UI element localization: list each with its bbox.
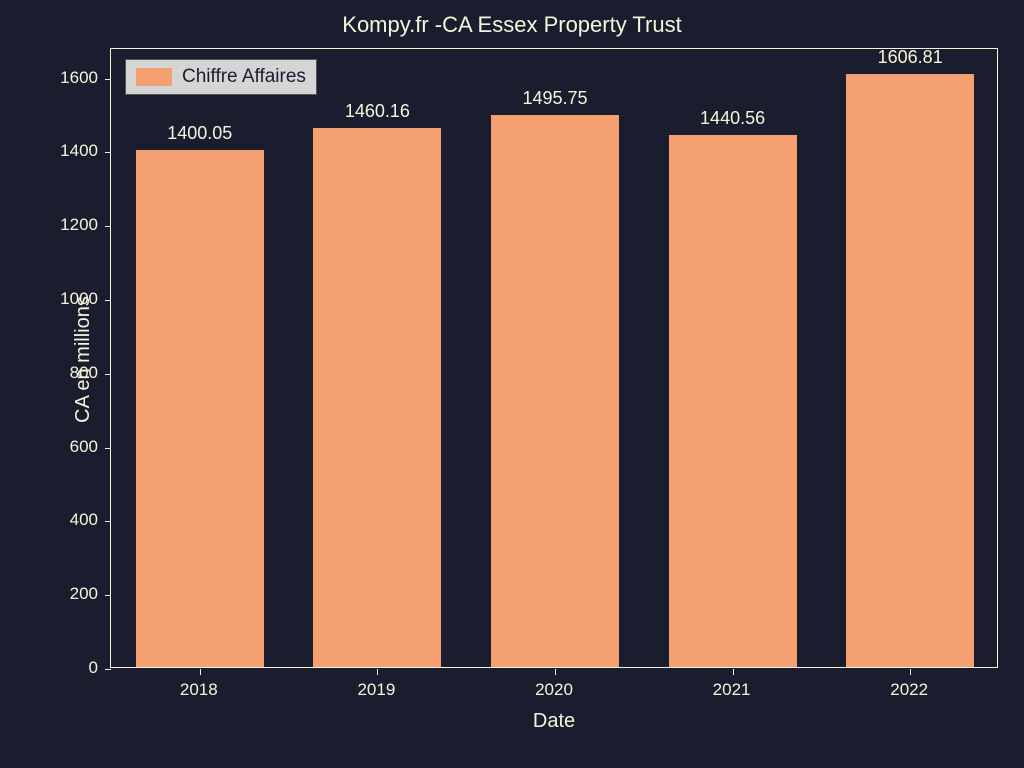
bar-value-label: 1440.56 [673, 108, 793, 129]
y-tick-label: 400 [70, 510, 98, 530]
x-tick-label: 2022 [869, 680, 949, 700]
bar [846, 74, 974, 667]
y-tick-label: 800 [70, 363, 98, 383]
bar [669, 135, 797, 667]
y-tick-label: 600 [70, 437, 98, 457]
x-tick-mark [733, 669, 734, 675]
y-tick-mark [105, 374, 111, 375]
y-tick-label: 1400 [60, 141, 98, 161]
y-tick-mark [105, 226, 111, 227]
y-tick-mark [105, 669, 111, 670]
x-tick-mark [377, 669, 378, 675]
y-tick-mark [105, 595, 111, 596]
y-tick-mark [105, 300, 111, 301]
y-tick-label: 200 [70, 584, 98, 604]
x-tick-mark [910, 669, 911, 675]
chart-container: Kompy.fr -CA Essex Property Trust Chiffr… [0, 0, 1024, 768]
x-tick-label: 2018 [159, 680, 239, 700]
plot-area: Chiffre Affaires 1400.05 1460.16 1495.75 14… [110, 48, 998, 668]
y-tick-mark [105, 448, 111, 449]
y-tick-label: 1000 [60, 289, 98, 309]
legend-swatch [136, 68, 172, 86]
y-tick-label: 1600 [60, 68, 98, 88]
bar [491, 115, 619, 667]
y-tick-mark [105, 79, 111, 80]
bar-value-label: 1460.16 [317, 101, 437, 122]
legend-label: Chiffre Affaires [182, 66, 306, 88]
y-tick-label: 1200 [60, 215, 98, 235]
x-tick-label: 2019 [336, 680, 416, 700]
bar-value-label: 1606.81 [850, 47, 970, 68]
x-tick-mark [200, 669, 201, 675]
chart-title: Kompy.fr -CA Essex Property Trust [0, 12, 1024, 38]
bar-value-label: 1400.05 [140, 123, 260, 144]
bar [313, 128, 441, 667]
legend: Chiffre Affaires [125, 59, 317, 95]
bar [136, 150, 264, 667]
x-tick-mark [555, 669, 556, 675]
y-tick-label: 0 [89, 658, 98, 678]
y-tick-mark [105, 152, 111, 153]
y-tick-mark [105, 521, 111, 522]
y-axis-label: CA en millions [72, 296, 95, 423]
x-tick-label: 2020 [514, 680, 594, 700]
bar-value-label: 1495.75 [495, 88, 615, 109]
x-axis-label: Date [110, 710, 998, 733]
x-tick-label: 2021 [692, 680, 772, 700]
